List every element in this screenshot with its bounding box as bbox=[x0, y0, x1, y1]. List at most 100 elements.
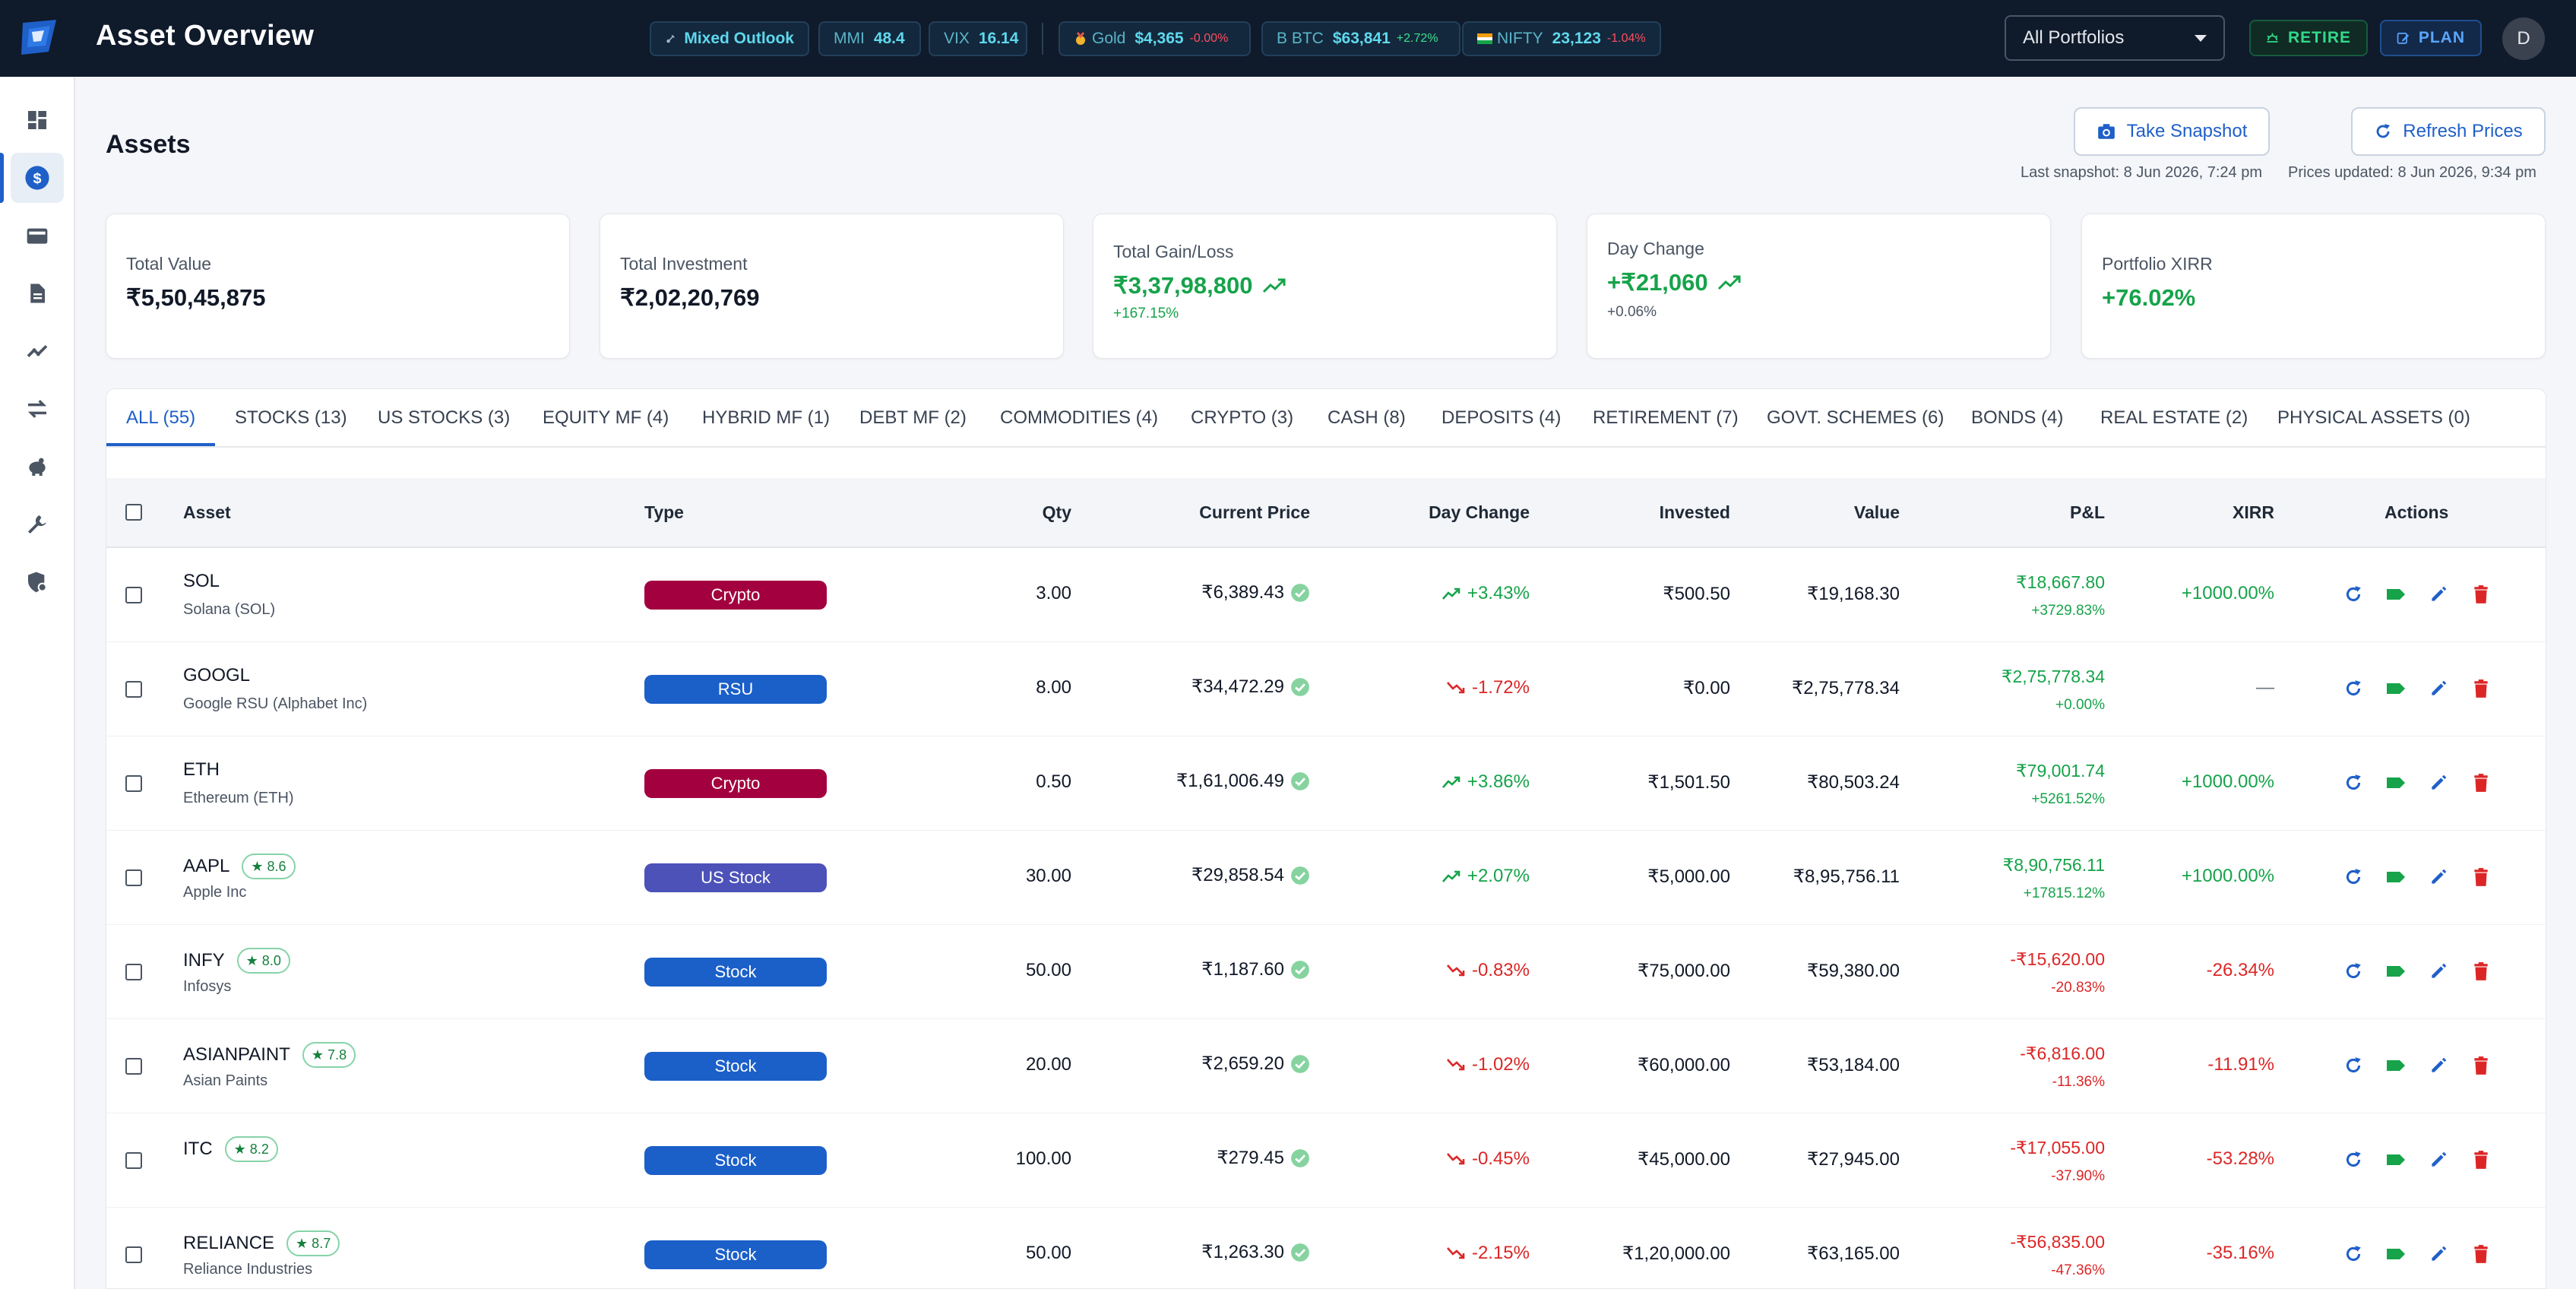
column-day-change[interactable]: Day Change bbox=[1429, 502, 1530, 522]
refresh-row-icon[interactable] bbox=[2342, 677, 2365, 700]
edit-icon[interactable] bbox=[2427, 866, 2450, 888]
asset-symbol-row[interactable]: ASIANPAINT ★ 7.8 bbox=[183, 1042, 356, 1068]
tag-icon[interactable] bbox=[2385, 771, 2407, 794]
edit-icon[interactable] bbox=[2427, 677, 2450, 700]
column-qty[interactable]: Qty bbox=[1042, 502, 1071, 522]
tab-deposits[interactable]: DEPOSITS (4) bbox=[1441, 407, 1562, 428]
row-checkbox[interactable] bbox=[125, 1152, 142, 1169]
refresh-row-icon[interactable] bbox=[2342, 1243, 2365, 1265]
row-checkbox[interactable] bbox=[125, 587, 142, 603]
market-outlook-chip[interactable]: Mixed Outlook bbox=[650, 21, 809, 56]
sidebar-item-dashboard[interactable] bbox=[11, 95, 64, 145]
row-checkbox[interactable] bbox=[125, 1246, 142, 1263]
edit-icon[interactable] bbox=[2427, 1148, 2450, 1171]
asset-symbol-row[interactable]: ITC ★ 8.2 bbox=[183, 1136, 278, 1162]
column-pl[interactable]: P&L bbox=[2070, 502, 2105, 522]
asset-symbol-row[interactable]: RELIANCE ★ 8.7 bbox=[183, 1230, 340, 1256]
column-invested[interactable]: Invested bbox=[1659, 502, 1730, 522]
vix-chip[interactable]: VIX 16.14 bbox=[929, 21, 1027, 56]
asset-symbol-row[interactable]: GOOGL bbox=[183, 665, 250, 686]
tab-crypto[interactable]: CRYPTO (3) bbox=[1191, 407, 1294, 428]
tab-equity-mf[interactable]: EQUITY MF (4) bbox=[543, 407, 669, 428]
sidebar-item-transactions[interactable] bbox=[11, 384, 64, 434]
column-asset[interactable]: Asset bbox=[183, 502, 231, 522]
tag-icon[interactable] bbox=[2385, 1243, 2407, 1265]
column-type[interactable]: Type bbox=[644, 502, 684, 522]
refresh-row-icon[interactable] bbox=[2342, 771, 2365, 794]
edit-icon[interactable] bbox=[2427, 1243, 2450, 1265]
gold-chip[interactable]: Gold $4,365 -0.00% bbox=[1059, 21, 1251, 56]
table-row[interactable]: ASIANPAINT ★ 7.8 Asian Paints Stock 20.00 ₹2,… bbox=[106, 1019, 2546, 1113]
tab-us-stocks[interactable]: US STOCKS (3) bbox=[378, 407, 511, 428]
delete-icon[interactable] bbox=[2470, 1148, 2492, 1171]
tab-hybrid-mf[interactable]: HYBRID MF (1) bbox=[702, 407, 830, 428]
table-row[interactable]: RELIANCE ★ 8.7 Reliance Industries Stock 50.… bbox=[106, 1208, 2546, 1288]
delete-icon[interactable] bbox=[2470, 583, 2492, 606]
table-row[interactable]: GOOGL Google RSU (Alphabet Inc) RSU 8.00 ₹34… bbox=[106, 642, 2546, 736]
asset-symbol-row[interactable]: SOL bbox=[183, 571, 220, 592]
table-row[interactable]: ITC ★ 8.2 Stock 100.00 ₹279.45 -0.45% ₹45,000.… bbox=[106, 1113, 2546, 1208]
tab-physical-assets[interactable]: PHYSICAL ASSETS (0) bbox=[2277, 407, 2470, 428]
tag-icon[interactable] bbox=[2385, 866, 2407, 888]
btc-chip[interactable]: B BTC $63,841 +2.72% bbox=[1261, 21, 1460, 56]
column-current-price[interactable]: Current Price bbox=[1199, 502, 1310, 522]
edit-icon[interactable] bbox=[2427, 771, 2450, 794]
sidebar-item-assets[interactable]: $ bbox=[11, 153, 64, 203]
retire-button[interactable]: RETIRE bbox=[2249, 20, 2368, 56]
sidebar-item-accounts[interactable] bbox=[11, 211, 64, 261]
tag-icon[interactable] bbox=[2385, 1054, 2407, 1077]
row-checkbox[interactable] bbox=[125, 775, 142, 792]
refresh-row-icon[interactable] bbox=[2342, 1054, 2365, 1077]
delete-icon[interactable] bbox=[2470, 677, 2492, 700]
tab-debt-mf[interactable]: DEBT MF (2) bbox=[859, 407, 967, 428]
tag-icon[interactable] bbox=[2385, 677, 2407, 700]
nifty-chip[interactable]: NIFTY 23,123 -1.04% bbox=[1462, 21, 1661, 56]
asset-symbol-row[interactable]: ETH bbox=[183, 759, 220, 781]
row-checkbox[interactable] bbox=[125, 681, 142, 698]
edit-icon[interactable] bbox=[2427, 1054, 2450, 1077]
table-row[interactable]: SOL Solana (SOL) Crypto 3.00 ₹6,389.43 +3.43%… bbox=[106, 548, 2546, 642]
table-row[interactable]: AAPL ★ 8.6 Apple Inc US Stock 30.00 ₹29,858.5… bbox=[106, 831, 2546, 925]
delete-icon[interactable] bbox=[2470, 866, 2492, 888]
tag-icon[interactable] bbox=[2385, 583, 2407, 606]
tab-bonds[interactable]: BONDS (4) bbox=[1971, 407, 2064, 428]
take-snapshot-button[interactable]: Take Snapshot bbox=[2074, 107, 2270, 156]
portfolio-select[interactable]: All Portfolios bbox=[2005, 15, 2225, 61]
refresh-row-icon[interactable] bbox=[2342, 1148, 2365, 1171]
tab-stocks[interactable]: STOCKS (13) bbox=[235, 407, 347, 428]
delete-icon[interactable] bbox=[2470, 1243, 2492, 1265]
column-xirr[interactable]: XIRR bbox=[2233, 502, 2274, 522]
row-checkbox[interactable] bbox=[125, 964, 142, 980]
tag-icon[interactable] bbox=[2385, 1148, 2407, 1171]
edit-icon[interactable] bbox=[2427, 583, 2450, 606]
tab-govt-schemes[interactable]: GOVT. SCHEMES (6) bbox=[1767, 407, 1945, 428]
sidebar-item-tools[interactable] bbox=[11, 499, 64, 549]
tab-commodities[interactable]: COMMODITIES (4) bbox=[1000, 407, 1158, 428]
table-row[interactable]: INFY ★ 8.0 Infosys Stock 50.00 ₹1,187.60 -0.83… bbox=[106, 925, 2546, 1019]
refresh-row-icon[interactable] bbox=[2342, 866, 2365, 888]
refresh-row-icon[interactable] bbox=[2342, 960, 2365, 983]
delete-icon[interactable] bbox=[2470, 1054, 2492, 1077]
refresh-prices-button[interactable]: Refresh Prices bbox=[2351, 107, 2546, 156]
select-all-checkbox[interactable] bbox=[125, 504, 142, 521]
row-checkbox[interactable] bbox=[125, 1058, 142, 1075]
tab-all[interactable]: ALL (55) bbox=[126, 407, 196, 428]
avatar[interactable]: D bbox=[2502, 17, 2545, 60]
sidebar-item-reports[interactable] bbox=[11, 268, 64, 318]
tag-icon[interactable] bbox=[2385, 960, 2407, 983]
table-row[interactable]: ETH Ethereum (ETH) Crypto 0.50 ₹1,61,006.49 +… bbox=[106, 736, 2546, 831]
sidebar-item-analytics[interactable] bbox=[11, 326, 64, 376]
app-logo-icon[interactable] bbox=[18, 18, 61, 56]
tab-cash[interactable]: CASH (8) bbox=[1328, 407, 1406, 428]
delete-icon[interactable] bbox=[2470, 960, 2492, 983]
sidebar-item-admin[interactable] bbox=[11, 557, 64, 607]
refresh-row-icon[interactable] bbox=[2342, 583, 2365, 606]
column-value[interactable]: Value bbox=[1853, 502, 1900, 522]
sidebar-item-savings[interactable] bbox=[11, 442, 64, 492]
tab-real-estate[interactable]: REAL ESTATE (2) bbox=[2100, 407, 2248, 428]
plan-button[interactable]: PLAN bbox=[2380, 20, 2482, 56]
row-checkbox[interactable] bbox=[125, 869, 142, 886]
tab-retirement[interactable]: RETIREMENT (7) bbox=[1593, 407, 1739, 428]
delete-icon[interactable] bbox=[2470, 771, 2492, 794]
asset-symbol-row[interactable]: AAPL ★ 8.6 bbox=[183, 854, 296, 879]
